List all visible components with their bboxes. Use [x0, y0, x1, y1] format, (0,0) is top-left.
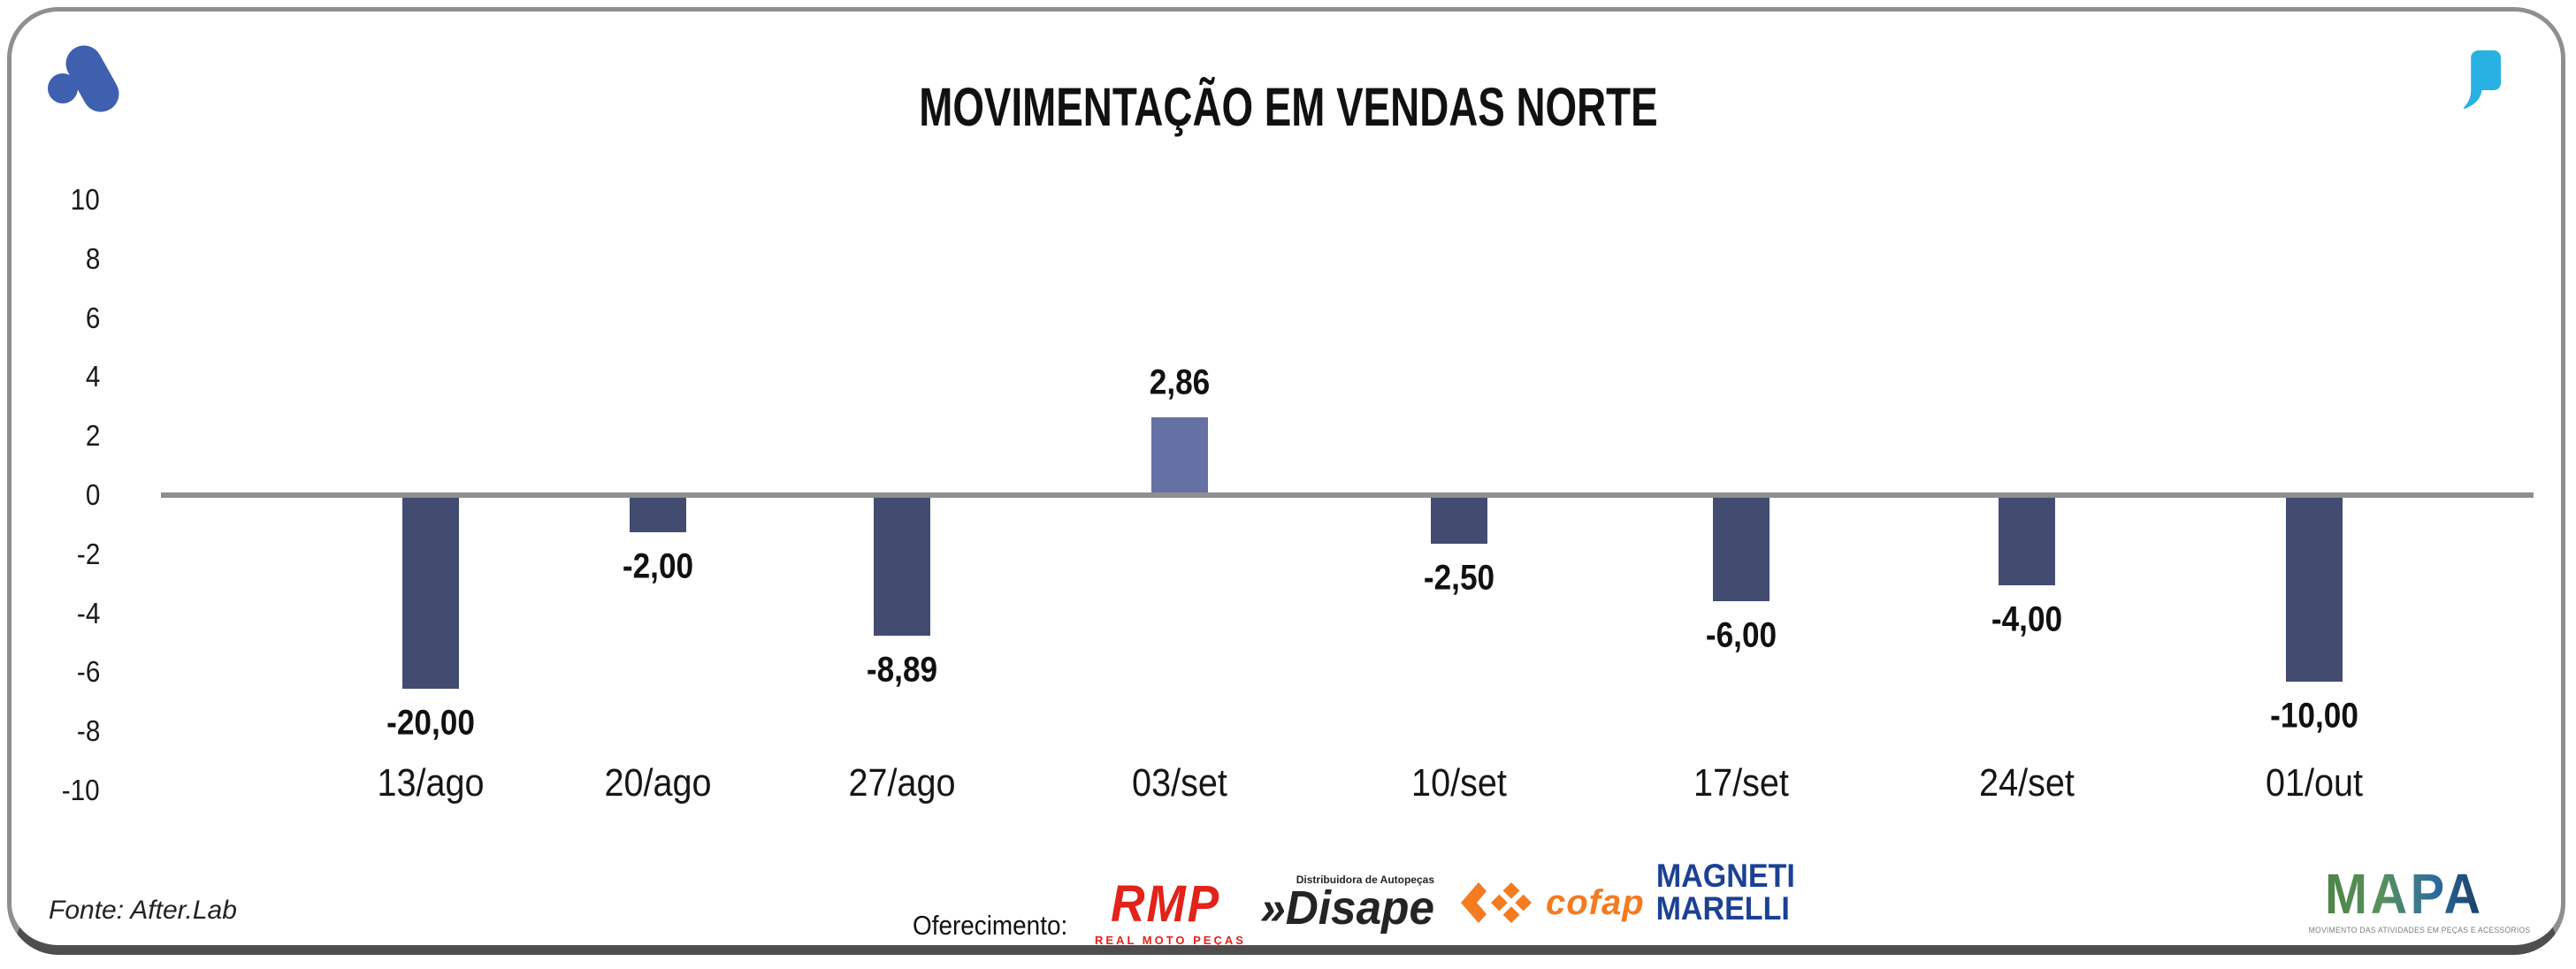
bar-value-label: -4,00: [1991, 599, 2063, 639]
bar-24/set: [1999, 495, 2055, 585]
bar-17/set: [1713, 495, 1770, 601]
bar-value-label: -20,00: [386, 703, 475, 743]
y-axis-tick: 2: [85, 419, 100, 453]
bar-03/set: [1151, 417, 1208, 495]
magneti-line2: MARELLI: [1655, 890, 1790, 927]
y-axis-tick: -4: [76, 596, 100, 629]
chart-title-text: MOVIMENTAÇÃO EM VENDAS NORTE: [918, 77, 1658, 137]
cofap-symbol-icon: [1461, 882, 1532, 923]
x-axis-label: 03/set: [1132, 761, 1227, 805]
afterlab-logo-icon: [48, 45, 119, 112]
bar-27/ago: [874, 495, 930, 636]
y-axis-tick: 6: [85, 301, 100, 334]
cofap-logo: cofap: [1461, 882, 1645, 923]
disape-logo: Distribuidora de Autopeças »Disape: [1249, 874, 1434, 935]
x-axis-label: 27/ago: [848, 761, 956, 805]
rmp-logo: RMP REAL MOTO PEÇAS: [1095, 875, 1246, 948]
x-axis-label: 13/ago: [377, 761, 485, 805]
x-axis-label: 10/set: [1411, 761, 1507, 805]
bar-value-label: -2,50: [1423, 558, 1495, 598]
mapa-wordmark: MAPA: [2325, 862, 2484, 926]
zero-axis-line: [161, 492, 2534, 498]
bar-01/out: [2286, 495, 2343, 682]
y-axis-tick: 10: [70, 183, 100, 216]
x-axis-label: 24/set: [1979, 761, 2075, 805]
mapa-tagline: MOVIMENTO DAS ATIVIDADES EM PEÇAS E ACES…: [2308, 926, 2531, 935]
bar-value-label: 2,86: [1149, 362, 1211, 402]
bar-13/ago: [402, 495, 459, 689]
rmp-wordmark: RMP: [1110, 875, 1221, 933]
y-axis-tick: 4: [85, 360, 100, 393]
cofap-wordmark: cofap: [1546, 882, 1645, 922]
bar-value-label: -10,00: [2270, 696, 2358, 736]
y-axis-tick: -10: [62, 774, 100, 806]
y-axis-tick: -2: [76, 537, 100, 570]
y-axis-tick: -8: [76, 714, 100, 748]
y-axis-tick: -6: [76, 655, 100, 689]
mapa-logo: MAPA MOVIMENTO DAS ATIVIDADES EM PEÇAS E…: [2303, 862, 2531, 937]
magneti-marelli-logo: MAGNETI MARELLI: [1650, 859, 1795, 927]
sponsor-label: Oferecimento:: [913, 910, 1068, 941]
disape-subtitle: Distribuidora de Autopeças: [1296, 874, 1434, 886]
dashboard-card: [7, 7, 2565, 955]
x-axis-label: 20/ago: [604, 761, 712, 805]
magneti-line1: MAGNETI: [1655, 858, 1795, 894]
bar-value-label: -6,00: [1705, 615, 1777, 655]
bar-value-label: -8,89: [866, 650, 938, 690]
x-axis-label: 17/set: [1693, 761, 1789, 805]
disape-wordmark: »Disape: [1260, 881, 1434, 935]
x-axis-label: 01/out: [2265, 761, 2364, 805]
quote-comma-icon: [2463, 50, 2501, 109]
bar-20/ago: [630, 495, 686, 532]
source-note: Fonte: After.Lab: [49, 896, 237, 925]
rmp-subtitle: REAL MOTO PEÇAS: [1095, 934, 1246, 947]
bar-10/set: [1431, 495, 1487, 544]
chart-title: MOVIMENTAÇÃO EM VENDAS NORTE: [0, 76, 2576, 138]
y-axis-tick: 8: [85, 241, 100, 275]
bar-value-label: -2,00: [622, 546, 694, 586]
y-axis-tick: 0: [85, 478, 100, 511]
